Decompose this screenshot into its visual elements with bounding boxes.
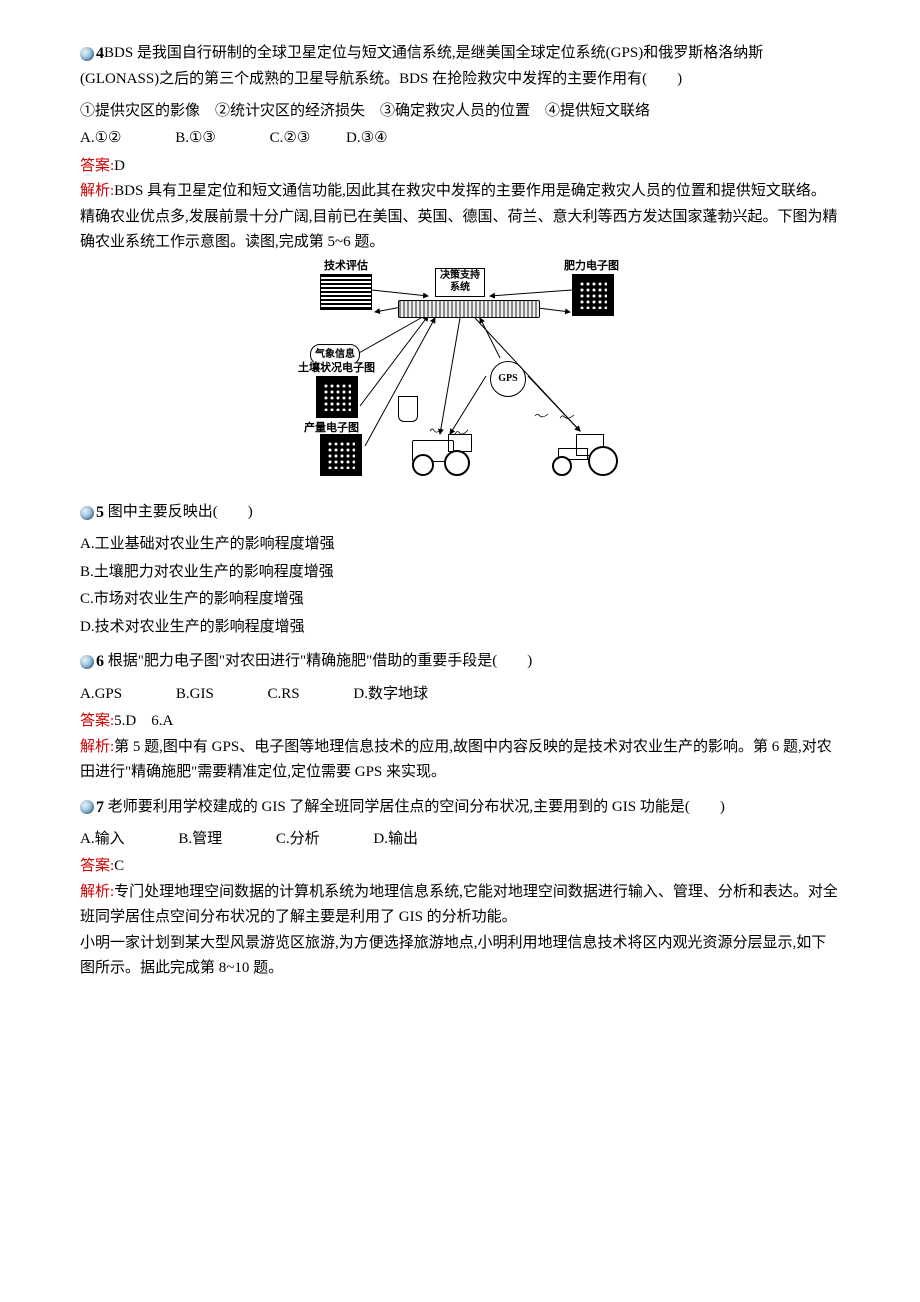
answer-value: D bbox=[114, 158, 125, 174]
explain-text: BDS 具有卫星定位和短文通信功能,因此其在救灾中发挥的主要作用是确定救灾人员的… bbox=[114, 183, 826, 199]
option-b: B.①③ bbox=[175, 126, 216, 152]
bullet-icon bbox=[80, 655, 94, 669]
explain-block: 解析:第 5 题,图中有 GPS、电子图等地理信息技术的应用,故图中内容反映的是… bbox=[80, 735, 840, 786]
option-a: A.输入 bbox=[80, 827, 125, 853]
question-text: BDS 是我国自行研制的全球卫星定位与短文通信系统,是继美国全球定位系统(GPS… bbox=[80, 45, 763, 87]
option-d: D.技术对农业生产的影响程度增强 bbox=[80, 615, 840, 641]
question-text: 图中主要反映出( ) bbox=[108, 504, 253, 520]
question-number: 6 bbox=[96, 653, 104, 670]
beaker-icon bbox=[398, 396, 418, 422]
options-row: A.①② B.①③ C.②③ D.③④ bbox=[80, 126, 840, 152]
options-column: A.工业基础对农业生产的影响程度增强 B.土壤肥力对农业生产的影响程度增强 C.… bbox=[80, 532, 840, 640]
harvester-icon bbox=[410, 434, 480, 476]
explain-text: 第 5 题,图中有 GPS、电子图等地理信息技术的应用,故图中内容反映的是技术对… bbox=[80, 739, 832, 781]
computer-icon bbox=[398, 300, 540, 318]
bullet-icon bbox=[80, 506, 94, 520]
bullet-icon bbox=[80, 800, 94, 814]
question-number: 5 bbox=[96, 504, 104, 521]
fertility-map-icon bbox=[572, 274, 614, 316]
passage-intro: 小明一家计划到某大型风景游览区旅游,为方便选择旅游地点,小明利用地理信息技术将区… bbox=[80, 931, 840, 982]
soil-map-icon bbox=[316, 376, 358, 418]
answer-label: 答案: bbox=[80, 158, 114, 174]
circled-items: ①提供灾区的影像 ②统计灾区的经济损失 ③确定救灾人员的位置 ④提供短文联络 bbox=[80, 99, 840, 125]
option-b: B.GIS bbox=[176, 682, 214, 708]
options-row: A.GPS B.GIS C.RS D.数字地球 bbox=[80, 682, 840, 708]
question-number: 4 bbox=[96, 45, 104, 62]
passage-intro: 精确农业优点多,发展前景十分广阔,目前已在美国、英国、德国、荷兰、意大利等西方发… bbox=[80, 205, 840, 256]
answer-line: 答案:D bbox=[80, 154, 840, 180]
answer-value: 5.D 6.A bbox=[114, 713, 173, 729]
label-tech-assess: 技术评估 bbox=[324, 260, 368, 272]
option-a: A.①② bbox=[80, 126, 121, 152]
answer-label: 答案: bbox=[80, 713, 114, 729]
yield-map-icon bbox=[320, 434, 362, 476]
answer-line: 答案:C bbox=[80, 854, 840, 880]
bullet-icon bbox=[80, 47, 94, 61]
option-d: D.数字地球 bbox=[353, 682, 428, 708]
answer-value: C bbox=[114, 858, 124, 874]
label-fertility: 肥力电子图 bbox=[564, 260, 619, 272]
question-text: 老师要利用学校建成的 GIS 了解全班同学居住点的空间分布状况,主要用到的 GI… bbox=[108, 799, 725, 815]
explain-block: 解析:专门处理地理空间数据的计算机系统为地理信息系统,它能对地理空间数据进行输入… bbox=[80, 880, 840, 931]
explain-text: 专门处理地理空间数据的计算机系统为地理信息系统,它能对地理空间数据进行输入、管理… bbox=[80, 884, 838, 926]
option-d: D.③④ bbox=[346, 126, 387, 152]
diagram-container: 技术评估 决策支持系统 肥力电子图 气象信息 土壤状况电子图 产量电子图 GPS bbox=[80, 266, 840, 486]
explain-block: 解析:BDS 具有卫星定位和短文通信功能,因此其在救灾中发挥的主要作用是确定救灾… bbox=[80, 179, 840, 205]
explain-label: 解析: bbox=[80, 739, 114, 755]
option-c: C.②③ bbox=[270, 126, 311, 152]
option-a: A.工业基础对农业生产的影响程度增强 bbox=[80, 532, 840, 558]
question-text: 根据"肥力电子图"对农田进行"精确施肥"借助的重要手段是( ) bbox=[108, 653, 533, 669]
explain-label: 解析: bbox=[80, 884, 114, 900]
option-a: A.GPS bbox=[80, 682, 122, 708]
option-d: D.输出 bbox=[373, 827, 418, 853]
tractor-icon bbox=[552, 434, 622, 476]
answer-line: 答案:5.D 6.A bbox=[80, 709, 840, 735]
option-c: C.RS bbox=[268, 682, 300, 708]
label-yield: 产量电子图 bbox=[304, 422, 359, 434]
decision-support-box: 决策支持系统 bbox=[435, 268, 485, 297]
precision-agriculture-diagram: 技术评估 决策支持系统 肥力电子图 气象信息 土壤状况电子图 产量电子图 GPS bbox=[280, 266, 640, 476]
answer-label: 答案: bbox=[80, 858, 114, 874]
option-c: C.分析 bbox=[276, 827, 320, 853]
label-soil: 土壤状况电子图 bbox=[298, 362, 375, 374]
gps-circle: GPS bbox=[490, 361, 526, 397]
option-b: B.管理 bbox=[178, 827, 222, 853]
question-number: 7 bbox=[96, 799, 104, 816]
option-c: C.市场对农业生产的影响程度增强 bbox=[80, 587, 840, 613]
tech-assess-icon bbox=[320, 274, 372, 310]
options-row: A.输入 B.管理 C.分析 D.输出 bbox=[80, 827, 840, 853]
option-b: B.土壤肥力对农业生产的影响程度增强 bbox=[80, 560, 840, 586]
explain-label: 解析: bbox=[80, 183, 114, 199]
